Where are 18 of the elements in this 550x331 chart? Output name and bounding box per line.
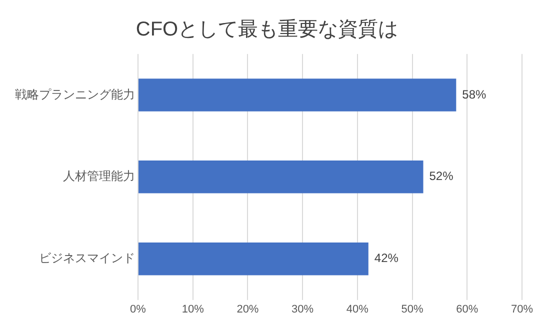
- y-tick-label: ビジネスマインド: [39, 251, 135, 266]
- x-tick-label: 30%: [292, 303, 314, 316]
- y-tick-label: 戦略プランニング能力: [15, 87, 135, 102]
- x-tick-label: 20%: [236, 303, 259, 316]
- x-tick-label: 0%: [130, 303, 146, 316]
- bar: [138, 242, 368, 276]
- x-tick-label: 60%: [456, 303, 478, 316]
- bar: [138, 78, 456, 112]
- data-label: 58%: [462, 87, 487, 102]
- x-tick-label: 40%: [346, 303, 369, 316]
- x-tick-label: 50%: [401, 303, 424, 316]
- x-tick-label: 10%: [182, 303, 204, 316]
- chart-title: CFOとして最も重要な資質は: [136, 18, 398, 41]
- data-label: 52%: [429, 169, 454, 184]
- data-label: 42%: [374, 251, 399, 266]
- y-tick-label: 人材管理能力: [63, 169, 135, 184]
- bar: [138, 160, 424, 194]
- x-tick-label: 70%: [510, 303, 534, 316]
